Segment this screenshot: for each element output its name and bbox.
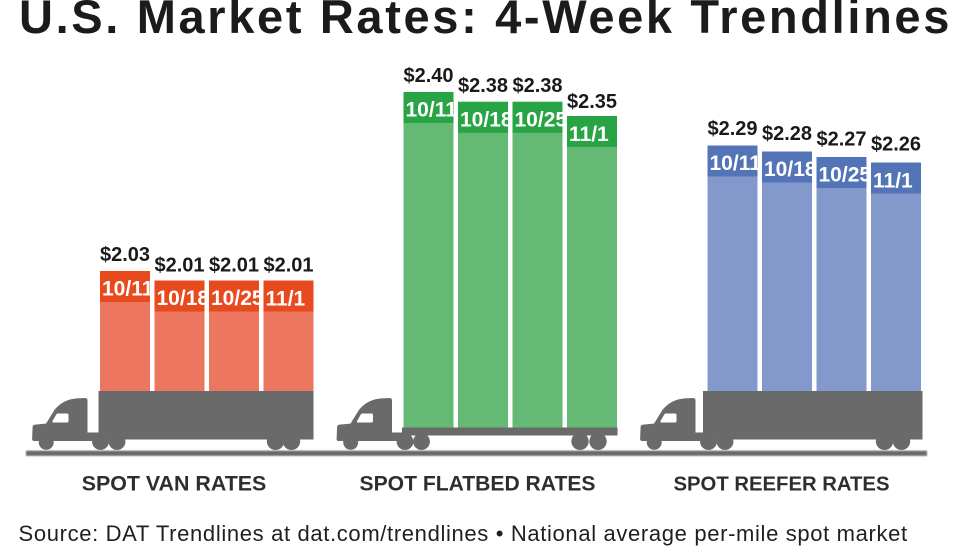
svg-text:SPOT VAN RATES: SPOT VAN RATES	[82, 472, 267, 496]
svg-text:10/11: 10/11	[406, 99, 458, 122]
svg-text:$2.01: $2.01	[209, 254, 259, 276]
svg-text:$2.38: $2.38	[458, 75, 508, 97]
svg-text:$2.38: $2.38	[512, 75, 562, 97]
svg-text:10/18: 10/18	[764, 158, 817, 181]
svg-text:10/18: 10/18	[460, 108, 513, 131]
svg-text:$2.28: $2.28	[762, 123, 812, 145]
svg-text:11/1: 11/1	[873, 170, 913, 193]
svg-text:SPOT FLATBED RATES: SPOT FLATBED RATES	[360, 473, 596, 496]
svg-text:11/1: 11/1	[569, 123, 609, 146]
svg-text:$2.29: $2.29	[707, 118, 757, 140]
svg-text:10/25: 10/25	[211, 287, 264, 310]
svg-text:$2.27: $2.27	[816, 128, 866, 150]
svg-text:10/25: 10/25	[819, 164, 872, 187]
svg-text:$2.35: $2.35	[567, 91, 617, 113]
svg-text:10/11: 10/11	[710, 152, 762, 175]
svg-text:$2.01: $2.01	[154, 254, 204, 276]
svg-text:$2.26: $2.26	[871, 134, 921, 156]
svg-text:11/1: 11/1	[266, 288, 306, 311]
svg-text:10/18: 10/18	[157, 287, 210, 310]
svg-text:Source: DAT Trendlines at dat.: Source: DAT Trendlines at dat.com/trendl…	[19, 521, 908, 546]
svg-text:$2.40: $2.40	[403, 65, 453, 87]
svg-text:$2.01: $2.01	[263, 254, 313, 276]
svg-text:10/11: 10/11	[102, 278, 154, 301]
svg-text:$2.03: $2.03	[100, 244, 150, 266]
svg-text:SPOT REEFER RATES: SPOT REEFER RATES	[674, 474, 890, 496]
svg-text:10/25: 10/25	[515, 108, 568, 131]
svg-text:U.S. Market Rates: 4-Week Tren: U.S. Market Rates: 4-Week Trendlines	[19, 0, 952, 43]
